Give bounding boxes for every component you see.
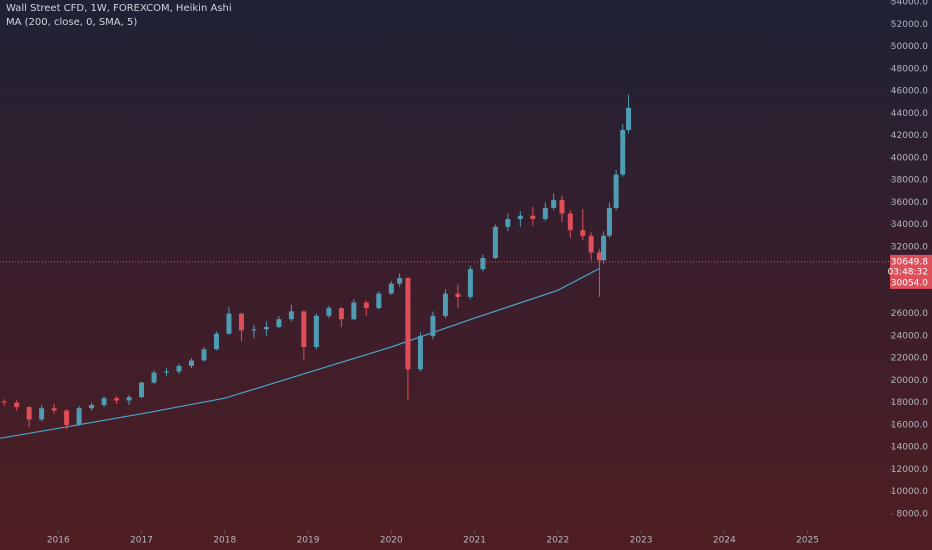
chart-title: Wall Street CFD, 1W, FOREXCOM, Heikin As…: [6, 3, 232, 14]
candle-body: [430, 315, 436, 336]
candle-body: [139, 382, 145, 398]
candle-body: [213, 333, 219, 350]
candle-body: [188, 360, 194, 366]
candle-body: [376, 293, 382, 309]
candle-body: [226, 313, 232, 334]
candle-body: [613, 174, 619, 208]
candle-body: [76, 408, 82, 425]
y-tick-label: 22000.0: [891, 354, 928, 364]
candle-body: [620, 130, 626, 175]
candle-body: [480, 258, 486, 270]
candle-body: [338, 308, 344, 320]
candle-body: [542, 207, 548, 220]
x-tick-label: 2024: [713, 536, 736, 546]
candle-body: [14, 402, 20, 408]
candle-body: [39, 408, 45, 420]
candle-body: [301, 311, 307, 348]
candle-body: [417, 335, 423, 370]
candle-body: [101, 398, 107, 405]
candle-body: [126, 397, 132, 401]
x-tick-label: 2019: [297, 536, 320, 546]
y-tick-label: 52000.0: [891, 20, 928, 30]
candle-body: [114, 398, 120, 401]
last-price-label: 30649.8: [891, 257, 928, 267]
candle-body: [388, 283, 394, 294]
y-tick-label: 34000.0: [891, 220, 928, 230]
y-tick-label: 16000.0: [891, 420, 928, 430]
y-tick-label: 14000.0: [891, 443, 928, 453]
candle-body: [363, 302, 369, 309]
candle-body: [559, 200, 565, 214]
y-tick-label: 38000.0: [891, 176, 928, 186]
candle-body: [601, 235, 607, 261]
y-tick-label: 26000.0: [891, 309, 928, 319]
y-tick-label: 10000.0: [891, 487, 928, 497]
candle-body: [89, 404, 95, 409]
y-tick-label: 8000.0: [897, 510, 929, 520]
y-tick-label: 24000.0: [891, 331, 928, 341]
candle-body: [263, 327, 269, 330]
candle-body: [551, 200, 557, 208]
x-tick-label: 2020: [380, 536, 403, 546]
candle-body: [26, 407, 32, 420]
x-tick-label: 2023: [630, 536, 653, 546]
candle-body: [442, 293, 448, 316]
candle-body: [467, 269, 473, 297]
candle-body: [606, 207, 612, 236]
candle-body: [596, 252, 602, 261]
candle-body: [151, 372, 157, 383]
candle-body: [580, 230, 586, 236]
candle-body: [251, 329, 257, 331]
candle-body: [455, 293, 461, 297]
x-tick-label: 2022: [546, 536, 569, 546]
candle-body: [626, 107, 632, 130]
y-tick-label: 46000.0: [891, 87, 928, 97]
y-tick-label: 32000.0: [891, 242, 928, 252]
ma-line: [0, 267, 600, 439]
candle-body: [51, 408, 57, 411]
candle-body: [326, 308, 332, 316]
y-tick-label: 18000.0: [891, 398, 928, 408]
candle-body: [588, 235, 594, 253]
candle-body: [530, 215, 536, 220]
x-tick-label: 2018: [213, 536, 236, 546]
candle-body: [351, 302, 357, 320]
x-tick-label: 2021: [463, 536, 486, 546]
y-tick-label: 40000.0: [891, 153, 928, 163]
candle-body: [276, 319, 282, 328]
indicator-label: MA (200, close, 0, SMA, 5): [6, 17, 137, 28]
candle-body: [505, 219, 511, 227]
candle-body: [517, 215, 523, 220]
candle-body: [176, 365, 182, 372]
candle-body: [1, 401, 7, 403]
y-tick-label: 48000.0: [891, 64, 928, 74]
y-tick-label: 54000.0: [891, 0, 928, 8]
candle-body: [238, 313, 244, 331]
x-tick-label: 2017: [130, 536, 153, 546]
candle-body: [164, 371, 170, 373]
candle-body: [313, 315, 319, 348]
candle-body: [201, 349, 207, 361]
y-tick-label: 42000.0: [891, 131, 928, 141]
x-tick-label: 2016: [47, 536, 70, 546]
candle-body: [405, 278, 411, 370]
countdown-label: 03:48:32: [888, 267, 928, 277]
ma-price-tag: [890, 276, 932, 289]
last-price-tag: [890, 254, 932, 279]
candle-body: [567, 213, 573, 231]
y-tick-label: 12000.0: [891, 465, 928, 475]
y-tick-label: 44000.0: [891, 109, 928, 119]
y-tick-label: 50000.0: [891, 42, 928, 52]
y-tick-label: 36000.0: [891, 198, 928, 208]
candle-body: [492, 226, 498, 258]
candle-body: [288, 311, 294, 320]
x-tick-label: 2025: [796, 536, 819, 546]
candle-body: [64, 410, 70, 425]
y-tick-label: 20000.0: [891, 376, 928, 386]
ma-price-label: 30054.0: [891, 278, 928, 288]
candle-body: [397, 278, 403, 284]
